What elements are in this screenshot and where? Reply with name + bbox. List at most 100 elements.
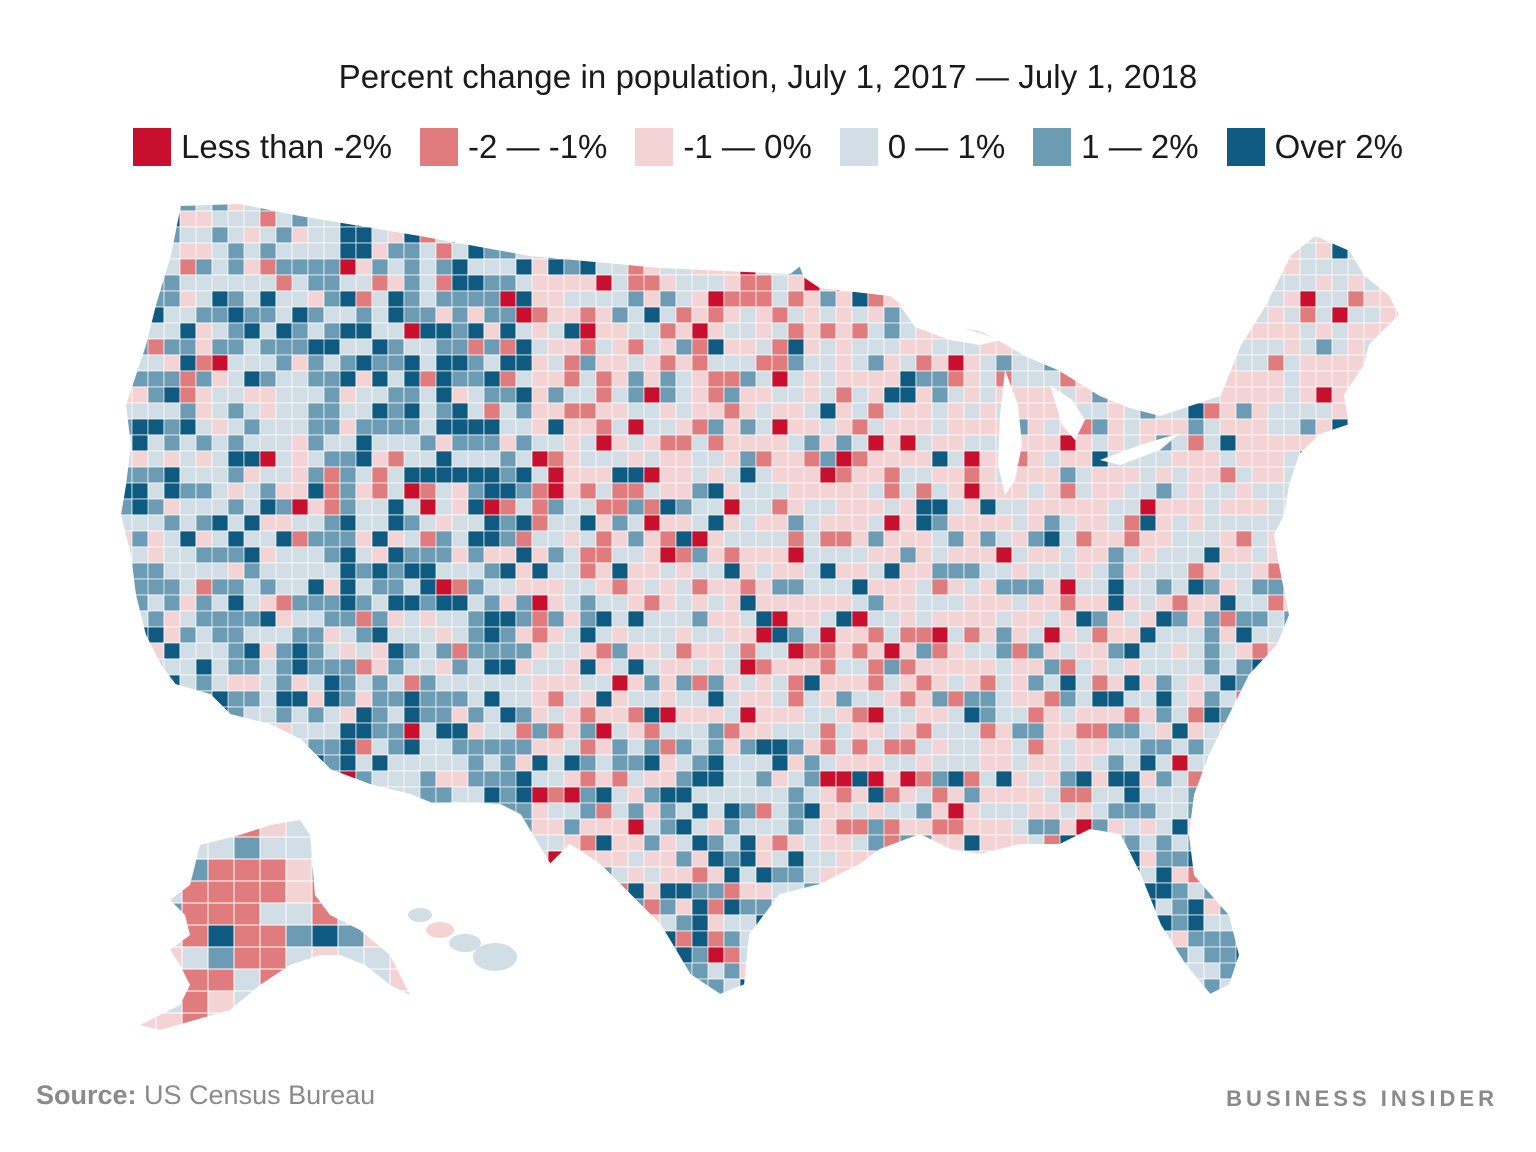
county-cell bbox=[1348, 1043, 1364, 1055]
county-cell bbox=[1379, 258, 1397, 276]
county-cell bbox=[207, 902, 235, 926]
county-cell bbox=[416, 837, 442, 859]
county-cell bbox=[771, 994, 805, 995]
county-cell bbox=[1219, 994, 1237, 995]
county-cell bbox=[1043, 754, 1061, 772]
county-cell bbox=[515, 802, 533, 820]
county-cell bbox=[851, 930, 869, 948]
county-cell bbox=[1235, 210, 1253, 228]
county-cell bbox=[339, 802, 357, 820]
county-cell bbox=[563, 466, 581, 484]
county-cell bbox=[1139, 546, 1157, 564]
county-cell bbox=[1011, 354, 1029, 372]
county-cell bbox=[739, 434, 757, 452]
county-cell bbox=[243, 738, 277, 756]
county-cell bbox=[1043, 338, 1061, 356]
county-cell bbox=[1428, 675, 1440, 691]
county-cell bbox=[499, 258, 517, 276]
county-cell bbox=[181, 1012, 209, 1030]
county-cell bbox=[819, 466, 837, 484]
county-cell bbox=[643, 562, 661, 580]
county-cell bbox=[531, 610, 549, 628]
county-cell bbox=[707, 898, 725, 916]
county-cell bbox=[643, 674, 661, 692]
county-cell bbox=[915, 898, 933, 916]
county-cell bbox=[1267, 962, 1285, 980]
county-cell bbox=[1235, 418, 1253, 436]
county-cell bbox=[1171, 690, 1189, 708]
county-cell bbox=[1027, 626, 1045, 644]
county-cell bbox=[1235, 850, 1253, 868]
county-cell bbox=[995, 578, 1013, 596]
county-cell bbox=[1299, 850, 1317, 868]
county-cell bbox=[355, 338, 373, 356]
county-cell bbox=[1155, 578, 1173, 596]
county-cell bbox=[611, 210, 629, 228]
county-cell bbox=[995, 322, 1029, 340]
county-cell bbox=[419, 834, 437, 852]
county-cell bbox=[1027, 642, 1045, 660]
county-cell bbox=[979, 370, 997, 388]
county-cell bbox=[355, 722, 373, 740]
county-cell bbox=[979, 610, 997, 628]
county-cell bbox=[179, 322, 197, 340]
county-cell bbox=[1235, 722, 1253, 740]
county-cell bbox=[387, 930, 405, 948]
county-cell bbox=[515, 674, 533, 692]
us-county-choropleth-map bbox=[100, 195, 1440, 1055]
county-cell bbox=[596, 1027, 612, 1043]
county-cell bbox=[531, 258, 549, 276]
county-cell bbox=[1379, 754, 1397, 772]
county-cell bbox=[531, 274, 549, 292]
county-cell bbox=[467, 610, 485, 628]
county-cell bbox=[659, 818, 677, 836]
county-cell bbox=[499, 754, 517, 772]
county-cell bbox=[275, 754, 293, 772]
county-cell bbox=[531, 642, 549, 660]
county-cell bbox=[963, 594, 981, 612]
county-cell bbox=[371, 690, 389, 708]
county-cell bbox=[291, 546, 309, 564]
county-cell bbox=[499, 786, 517, 804]
county-cell bbox=[416, 991, 442, 1013]
county-cell bbox=[931, 226, 965, 244]
county-cell bbox=[1363, 466, 1381, 484]
county-cell bbox=[1428, 739, 1440, 755]
county-cell bbox=[643, 226, 661, 244]
county-cell bbox=[675, 354, 693, 372]
county-cell bbox=[899, 370, 917, 388]
county-cell bbox=[483, 258, 501, 276]
county-cell bbox=[371, 370, 389, 388]
county-cell bbox=[1059, 722, 1077, 740]
county-cell bbox=[883, 450, 901, 468]
county-cell bbox=[1059, 578, 1077, 596]
county-cell bbox=[803, 203, 821, 212]
county-cell bbox=[499, 418, 517, 436]
county-cell bbox=[1091, 642, 1109, 660]
county-cell bbox=[1123, 354, 1157, 372]
county-cell bbox=[1283, 834, 1301, 852]
county-cell bbox=[467, 642, 485, 660]
county-cell bbox=[627, 322, 645, 340]
county-cell bbox=[948, 1027, 964, 1043]
county-cell bbox=[1363, 882, 1381, 900]
county-cell bbox=[1171, 370, 1205, 388]
county-cell bbox=[1251, 738, 1269, 756]
county-cell bbox=[979, 203, 997, 212]
county-cell bbox=[820, 1011, 836, 1027]
county-cell bbox=[1267, 322, 1285, 340]
county-cell bbox=[579, 738, 597, 756]
county-cell bbox=[883, 706, 901, 724]
county-cell bbox=[1283, 290, 1301, 308]
county-cell bbox=[339, 674, 357, 692]
county-cell bbox=[100, 451, 116, 467]
county-cell bbox=[419, 242, 437, 260]
county-cell bbox=[851, 658, 869, 676]
county-cell bbox=[547, 290, 565, 308]
county-cell bbox=[1155, 722, 1173, 740]
county-cell bbox=[1364, 1043, 1380, 1055]
county-cell bbox=[1219, 850, 1237, 868]
county-cell bbox=[643, 994, 677, 995]
county-cell bbox=[1412, 531, 1428, 547]
county-cell bbox=[1171, 770, 1189, 788]
